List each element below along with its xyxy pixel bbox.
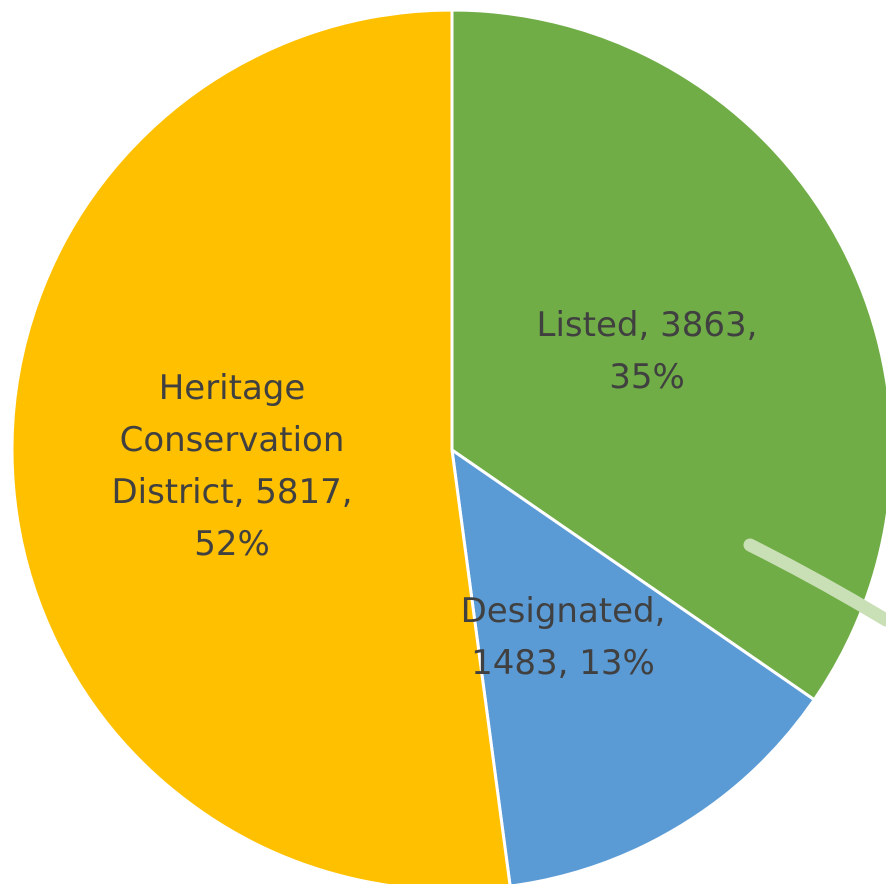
- pie-slices: [10, 8, 886, 884]
- pie-data-labels: Listed, 3863, 35% Designated, 1483, 13% Heri…: [111, 305, 757, 683]
- data-label-heritage-conservation-district-line-4: 52%: [194, 524, 270, 564]
- data-label-heritage-conservation-district-line-2: Conservation: [120, 420, 345, 460]
- data-label-heritage-conservation-district-line-3: District, 5817,: [111, 472, 352, 512]
- data-label-listed-line-2: 35%: [609, 357, 685, 397]
- data-label-designated-line-2: 1483, 13%: [471, 643, 655, 683]
- pie-slice-designated: [450, 446, 817, 884]
- data-label-designated-line-1: Designated,: [461, 591, 666, 631]
- pie-slice-heritage-conservation-district: [10, 8, 512, 884]
- data-label-listed-line-1: Listed, 3863,: [537, 305, 758, 345]
- data-label-heritage-conservation-district-line-1: Heritage: [159, 368, 306, 408]
- highlight-stroke: [743, 538, 886, 627]
- pie-slice-listed: [450, 8, 886, 702]
